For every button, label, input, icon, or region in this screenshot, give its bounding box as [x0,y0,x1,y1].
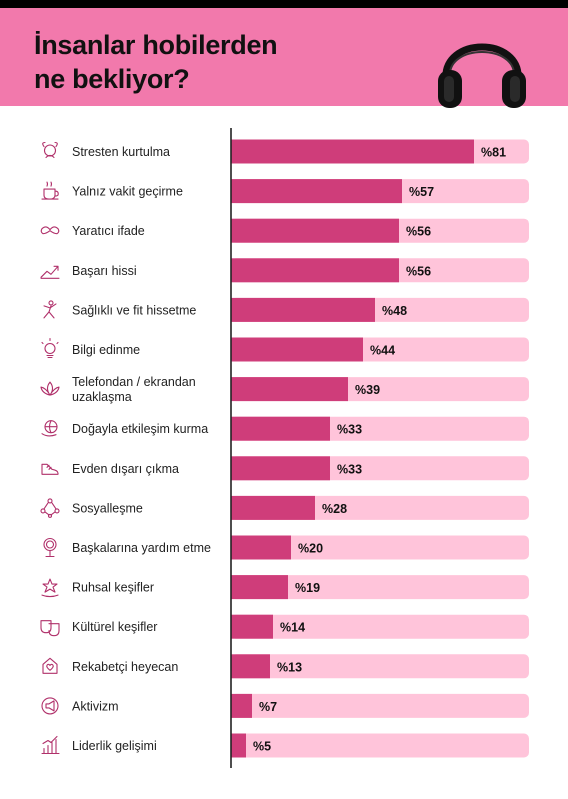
bar [231,377,348,402]
top-strip [0,0,568,8]
chart-row: Sağlıklı ve fit hissetme %48 [43,297,529,322]
chart-row: Başkalarına yardım etme %20 [43,535,529,560]
mustache-icon [40,226,60,235]
chart-row: Aktivizm %7 [41,693,529,718]
category-label: Sosyalleşme [72,501,143,515]
globe-hand-icon [41,420,58,437]
value-label: %57 [409,185,434,199]
value-label: %48 [382,304,407,318]
category-label: Bilgi edinme [72,343,140,357]
category-label: Telefondan / ekrandan uzaklaşma [72,375,196,404]
category-label: Yaratıcı ifade [72,224,145,238]
theater-masks-icon [40,620,60,637]
bar [231,654,270,679]
chart-row: Kültürel keşifler %14 [40,614,529,639]
value-label: %81 [481,146,506,160]
growth-arrow-icon [40,265,60,279]
bar-chart: Stresten kurtulma %81 Yalnız vakit geçirme… [40,128,529,768]
title-line-2: ne bekliyor? [34,64,190,94]
category-label: Rekabetçi heyecan [72,660,178,674]
category-label: Başkalarına yardım etme [72,541,211,555]
value-label: %20 [298,542,323,556]
value-label: %19 [295,581,320,595]
header-banner: İnsanlar hobilerden ne bekliyor? [0,8,568,108]
headphones-icon [438,43,526,108]
value-label: %13 [277,660,302,674]
value-label: %44 [370,344,395,358]
chart-row: Rekabetçi heyecan %13 [42,654,529,679]
category-label: Yalnız vakit geçirme [72,185,183,199]
chart-row: Stresten kurtulma %81 [42,139,529,164]
people-network-icon [40,498,60,518]
bar [231,416,330,441]
coffee-cup-icon [41,181,59,200]
value-label: %14 [280,621,305,635]
calm-head-icon [42,141,58,159]
chart-row: Doğayla etkileşim kurma %33 [41,416,529,441]
lotus-icon [40,381,60,396]
sneaker-icon [41,463,59,475]
chart-row: Ruhsal keşifler %19 [41,575,529,600]
category-label: Stresten kurtulma [72,145,170,159]
bar-track [231,575,529,600]
lightbulb-head-icon [41,337,59,359]
chart-row: Yaratıcı ifade %56 [40,218,529,243]
chart-row: Bilgi edinme %44 [41,337,529,362]
value-label: %33 [337,462,362,476]
chart-row: Başarı hissi %56 [40,258,529,283]
bar-track [231,693,529,718]
category-label: Aktivizm [72,699,119,713]
hand-mirror-icon [43,537,57,558]
chart-row: Telefondan / ekrandan uzaklaşma %39 [40,375,529,404]
value-label: %28 [322,502,347,516]
category-label: Evden dışarı çıkma [72,462,179,476]
category-label: Başarı hissi [72,264,137,278]
bar [231,337,363,362]
category-label: Liderlik gelişimi [72,739,157,753]
category-label: Kültürel keşifler [72,620,157,634]
value-label: %56 [406,225,431,239]
bar [231,139,474,164]
bar [231,575,288,600]
bar [231,733,246,758]
bar [231,456,330,481]
title-line-1: İnsanlar hobilerden [34,30,278,60]
chart-row: Sosyalleşme %28 [40,495,529,520]
bar [231,614,273,639]
bar [231,218,399,243]
value-label: %7 [259,700,277,714]
category-label: Doğayla etkileşim kurma [72,422,208,436]
bar [231,297,375,322]
trophy-heart-icon [42,657,58,674]
value-label: %56 [406,264,431,278]
bar-track [231,654,529,679]
exercise-person-icon [43,300,57,319]
megaphone-circle-icon [41,697,59,715]
value-label: %33 [337,423,362,437]
value-label: %39 [355,383,380,397]
page-title: İnsanlar hobilerden ne bekliyor? [34,28,354,96]
leader-chart-icon [41,735,60,755]
bar [231,495,315,520]
bar-track [231,535,529,560]
hand-star-icon [41,578,59,598]
bar [231,535,291,560]
bar [231,693,252,718]
bar-track [231,614,529,639]
value-label: %5 [253,740,271,754]
chart-row: Evden dışarı çıkma %33 [41,456,529,481]
category-label: Ruhsal keşifler [72,581,154,595]
chart-row: Yalnız vakit geçirme %57 [41,179,529,204]
chart-row: Liderlik gelişimi %5 [41,733,529,758]
bar-track [231,733,529,758]
bar [231,258,399,283]
bar [231,179,402,204]
category-label: Sağlıklı ve fit hissetme [72,303,196,317]
